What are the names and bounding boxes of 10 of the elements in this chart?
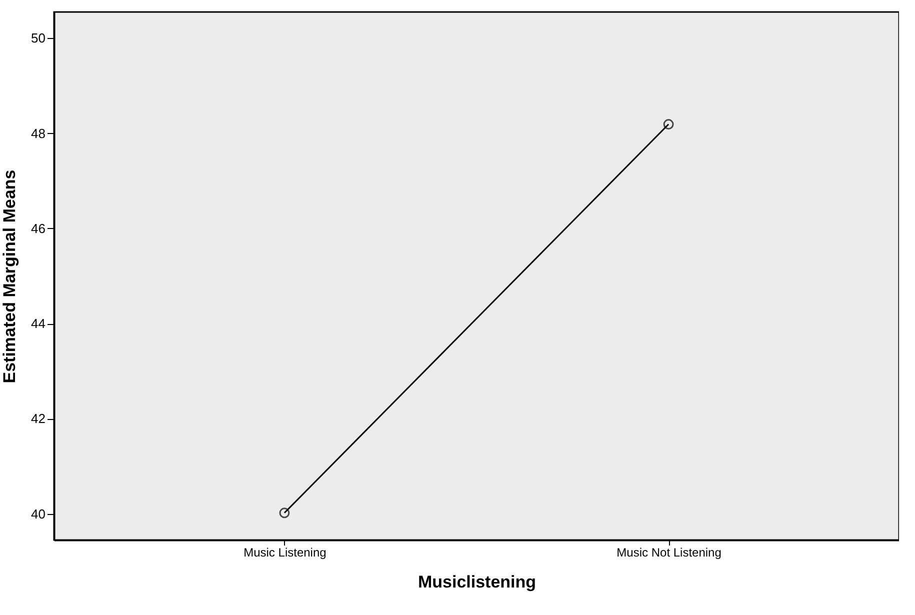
x-tick-label: Music Not Listening [616,546,722,560]
y-tick-label: 40 [31,506,46,522]
y-tick-label: 50 [31,30,46,46]
x-axis-title: Musiclistening [418,572,536,592]
x-tick-label: Music Listening [244,546,326,560]
y-axis-title: Estimated Marginal Means [0,170,20,384]
y-tick-label: 42 [31,411,46,426]
y-tick-label: 44 [31,316,46,332]
y-tick-label: 48 [31,126,46,141]
y-tick-label: 46 [31,220,46,236]
